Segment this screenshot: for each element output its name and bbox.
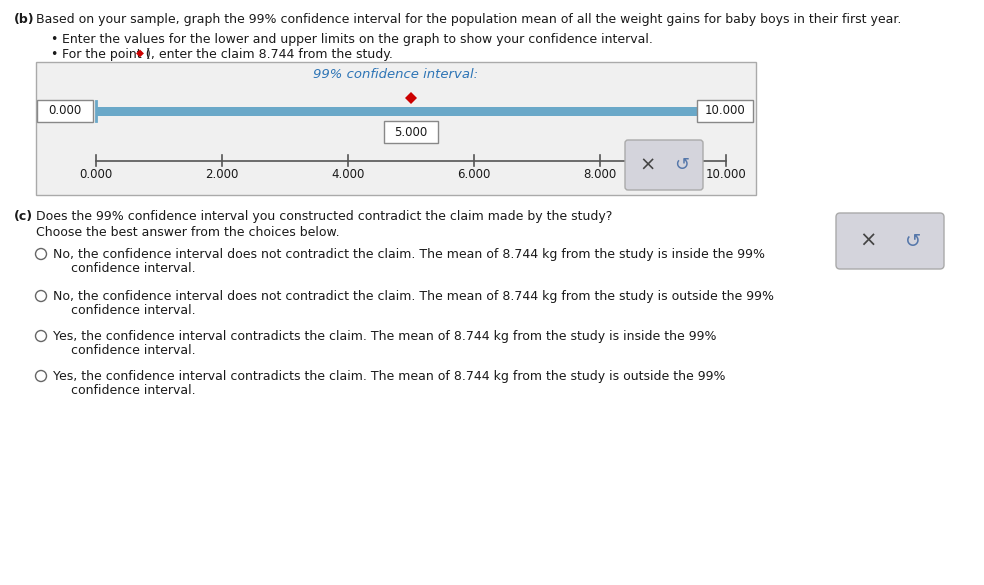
Text: •: • bbox=[50, 33, 57, 46]
Text: ↺: ↺ bbox=[674, 156, 690, 174]
Text: 0.000: 0.000 bbox=[80, 168, 112, 181]
FancyBboxPatch shape bbox=[697, 100, 753, 122]
Text: Enter the values for the lower and upper limits on the graph to show your confid: Enter the values for the lower and upper… bbox=[62, 33, 652, 46]
Circle shape bbox=[35, 249, 46, 260]
Text: Yes, the confidence interval contradicts the claim. The mean of 8.744 kg from th: Yes, the confidence interval contradicts… bbox=[53, 370, 725, 383]
Text: 4.000: 4.000 bbox=[332, 168, 365, 181]
Text: No, the confidence interval does not contradict the claim. The mean of 8.744 kg : No, the confidence interval does not con… bbox=[53, 290, 774, 303]
Text: ◆: ◆ bbox=[136, 48, 144, 58]
Text: confidence interval.: confidence interval. bbox=[71, 262, 196, 275]
FancyBboxPatch shape bbox=[36, 62, 756, 195]
Circle shape bbox=[35, 370, 46, 381]
Circle shape bbox=[35, 291, 46, 301]
Text: ↺: ↺ bbox=[905, 232, 921, 250]
Text: Yes, the confidence interval contradicts the claim. The mean of 8.744 kg from th: Yes, the confidence interval contradicts… bbox=[53, 330, 716, 343]
FancyBboxPatch shape bbox=[96, 106, 726, 115]
FancyBboxPatch shape bbox=[625, 140, 703, 190]
Text: (c): (c) bbox=[14, 210, 33, 223]
Text: 99% confidence interval:: 99% confidence interval: bbox=[314, 68, 478, 81]
Text: Choose the best answer from the choices below.: Choose the best answer from the choices … bbox=[36, 226, 339, 239]
FancyBboxPatch shape bbox=[836, 213, 944, 269]
FancyBboxPatch shape bbox=[384, 121, 438, 143]
Text: 0.000: 0.000 bbox=[48, 105, 82, 118]
Text: For the point (: For the point ( bbox=[62, 48, 151, 61]
Text: Does the 99% confidence interval you constructed contradict the claim made by th: Does the 99% confidence interval you con… bbox=[36, 210, 612, 223]
Text: 10.000: 10.000 bbox=[706, 168, 747, 181]
Text: Based on your sample, graph the 99% confidence interval for the population mean : Based on your sample, graph the 99% conf… bbox=[36, 13, 901, 26]
Text: ), enter the claim 8.744 from the study.: ), enter the claim 8.744 from the study. bbox=[146, 48, 393, 61]
Text: 2.000: 2.000 bbox=[206, 168, 239, 181]
Text: ×: × bbox=[640, 156, 656, 174]
Text: (b): (b) bbox=[14, 13, 34, 26]
Text: 5.000: 5.000 bbox=[395, 126, 428, 139]
Text: •: • bbox=[50, 48, 57, 61]
Text: ×: × bbox=[859, 231, 877, 251]
Text: 6.000: 6.000 bbox=[458, 168, 491, 181]
Text: No, the confidence interval does not contradict the claim. The mean of 8.744 kg : No, the confidence interval does not con… bbox=[53, 248, 765, 261]
Text: 10.000: 10.000 bbox=[705, 105, 745, 118]
Text: confidence interval.: confidence interval. bbox=[71, 304, 196, 317]
Circle shape bbox=[35, 331, 46, 342]
FancyBboxPatch shape bbox=[37, 100, 93, 122]
Text: 8.000: 8.000 bbox=[584, 168, 617, 181]
Text: confidence interval.: confidence interval. bbox=[71, 384, 196, 397]
Text: confidence interval.: confidence interval. bbox=[71, 344, 196, 357]
